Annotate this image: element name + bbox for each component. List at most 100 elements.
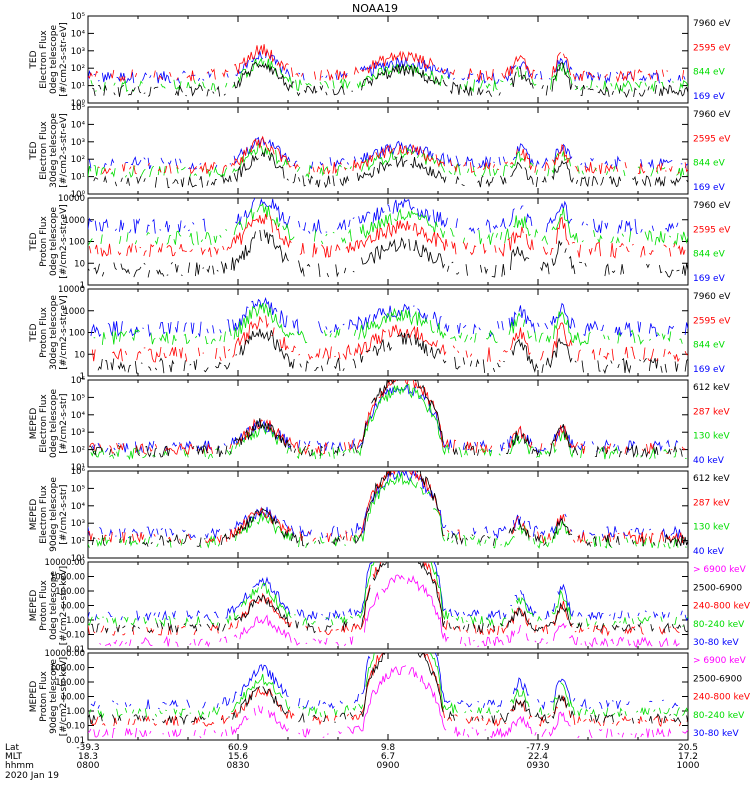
legend-entry: 844 eV	[693, 341, 726, 351]
y-tick-label: 10⁰	[71, 99, 86, 109]
panel-frame	[87, 652, 689, 741]
series-trace-2595-ev	[97, 135, 688, 175]
y-tick-label: 10¹	[71, 173, 85, 183]
y-tick-label: 100	[69, 329, 85, 339]
y-tick-label: 1000	[63, 216, 85, 226]
legend-entry: 2500-6900	[693, 674, 742, 684]
y-tick-label: 10²	[71, 446, 85, 456]
y-tick-label: 1	[80, 372, 85, 382]
panel-8: 0.01 0.10 1.00 10.00 100.00 1000.00 10000.00 ME…	[29, 649, 750, 746]
panel-2: 10⁰ 10¹ 10² 10³ 10⁴ 10⁵ TED Electron Flux 30deg …	[29, 103, 731, 200]
legend-entry: 287 keV	[693, 407, 730, 417]
series-trace-287-kev	[89, 380, 686, 455]
y-tick-label: 10⁵	[71, 12, 85, 22]
legend-entry: 7960 eV	[693, 201, 731, 211]
y-axis-label: 0deg telescope	[49, 25, 59, 95]
y-tick-label: 0.01	[66, 645, 85, 655]
y-tick-label: 10³	[71, 47, 85, 57]
y-tick-label: 10	[74, 350, 85, 360]
legend-entry: 130 keV	[693, 432, 730, 442]
y-tick-label: 100.00	[55, 587, 85, 597]
legend-entry: 612 keV	[693, 474, 730, 484]
footer-lat-value: 60.9	[228, 743, 248, 753]
footer-mlt-value: 6.7	[381, 752, 395, 762]
series-trace-7960-ev	[92, 61, 688, 98]
y-axis-label: TED	[29, 50, 39, 69]
y-tick-label: 10.00	[61, 602, 85, 612]
series-trace-130-kev	[90, 383, 687, 461]
footer-mlt-value: 17.2	[678, 752, 698, 762]
footer-date: 2020 Jan 19	[5, 771, 59, 781]
legend-entry: 169 eV	[693, 274, 726, 284]
y-axis-label: 30deg telescope	[49, 113, 59, 188]
y-axis-label: MEPED	[29, 499, 39, 531]
legend-entry: 240-800 keV	[693, 602, 750, 612]
panel-7: 0.01 0.10 1.00 10.00 100.00 1000.00 10000.00 ME…	[29, 558, 750, 655]
series-trace-612-kev	[89, 370, 688, 458]
y-tick-label: 10⁵	[71, 484, 85, 494]
panel-1: 10⁰ 10¹ 10² 10³ 10⁴ 10⁵ TED Electron Flux 0deg t…	[29, 12, 731, 109]
legend-entry: 2595 eV	[693, 43, 731, 53]
footer-hhmm-value: 1000	[677, 761, 700, 771]
y-axis-label: [#/cm2-s-str-keV]	[59, 566, 69, 645]
legend-entry: 80-240 keV	[693, 620, 745, 630]
footer-lat-value: 20.5	[678, 743, 698, 753]
series-trace-2595-ev	[91, 315, 688, 363]
legend-entry: 2595 eV	[693, 316, 731, 326]
chart-title: NOAA19	[352, 2, 398, 15]
series-trace--6900-kev	[99, 574, 680, 648]
y-tick-label: 10000.00	[44, 558, 85, 568]
footer-row-label: hhmm	[5, 761, 34, 771]
y-axis-label: [#/cm2-s-str-eV]	[59, 113, 69, 188]
y-axis-label: 0deg telescope	[49, 571, 59, 641]
y-tick-label: 10²	[71, 537, 85, 547]
series-trace-240-800-kev	[90, 653, 688, 727]
y-tick-label: 1000.00	[50, 664, 85, 674]
y-axis-label: [#/cm2-s-str-eV]	[59, 295, 69, 370]
y-tick-label: 1.00	[66, 707, 85, 717]
legend-entry: 2500-6900	[693, 583, 742, 593]
panel-frame	[87, 561, 689, 650]
legend-entry: 7960 eV	[693, 19, 731, 29]
y-tick-label: 10¹	[71, 82, 85, 92]
y-axis-label: Proton Flux	[39, 307, 49, 358]
y-axis-label: Electron Flux	[39, 394, 49, 453]
y-tick-label: 1000.00	[50, 573, 85, 583]
legend-entry: > 6900 keV	[693, 656, 747, 666]
legend-entry: 30-80 keV	[693, 638, 739, 648]
y-axis-label: Electron Flux	[39, 121, 49, 180]
y-axis-label: 0deg telescope	[49, 207, 59, 277]
panel-3: 1 10 100 1000 10000 TED Proton Flux 0deg telesc…	[29, 194, 731, 291]
legend-entry: 2595 eV	[693, 134, 731, 144]
y-tick-label: 10⁰	[71, 190, 86, 200]
series-trace-844-ev	[90, 57, 688, 93]
panel-frame	[87, 197, 689, 286]
legend-entry: 612 keV	[693, 383, 730, 393]
footer-row-label: Lat	[5, 743, 20, 753]
panel-6: 10¹ 10² 10³ 10⁴ 10⁵ 10⁶ MEPED Electron Flux 90de…	[29, 467, 730, 564]
y-axis-label: [#/cm2-s-str]	[59, 393, 69, 453]
footer-mlt-value: 18.3	[78, 752, 98, 762]
y-tick-label: 100	[69, 238, 85, 248]
series-trace-40-kev	[88, 470, 687, 538]
footer-hhmm-value: 0800	[77, 761, 100, 771]
y-axis-label: Proton Flux	[39, 216, 49, 267]
panel-frame	[87, 15, 689, 104]
legend-entry: 130 keV	[693, 523, 730, 533]
legend-entry: 169 eV	[693, 92, 726, 102]
footer-lat-value: 9.8	[381, 743, 396, 753]
series-trace-844-ev	[88, 202, 688, 246]
series-trace-2500-6900	[90, 562, 688, 634]
legend-entry: > 6900 keV	[693, 565, 747, 575]
footer-lat-value: -39.3	[76, 743, 99, 753]
y-tick-label: 10⁴	[71, 29, 86, 39]
footer-hhmm-value: 0830	[227, 761, 250, 771]
series-trace-169-ev	[90, 297, 688, 338]
legend-entry: 2595 eV	[693, 225, 731, 235]
legend-entry: 240-800 keV	[693, 693, 750, 703]
legend-entry: 40 keV	[693, 456, 725, 466]
y-axis-label: 0deg telescope	[49, 389, 59, 459]
panel-4: 1 10 100 1000 10000 TED Proton Flux 30deg teles…	[29, 285, 731, 382]
y-tick-label: 10000	[58, 194, 85, 204]
